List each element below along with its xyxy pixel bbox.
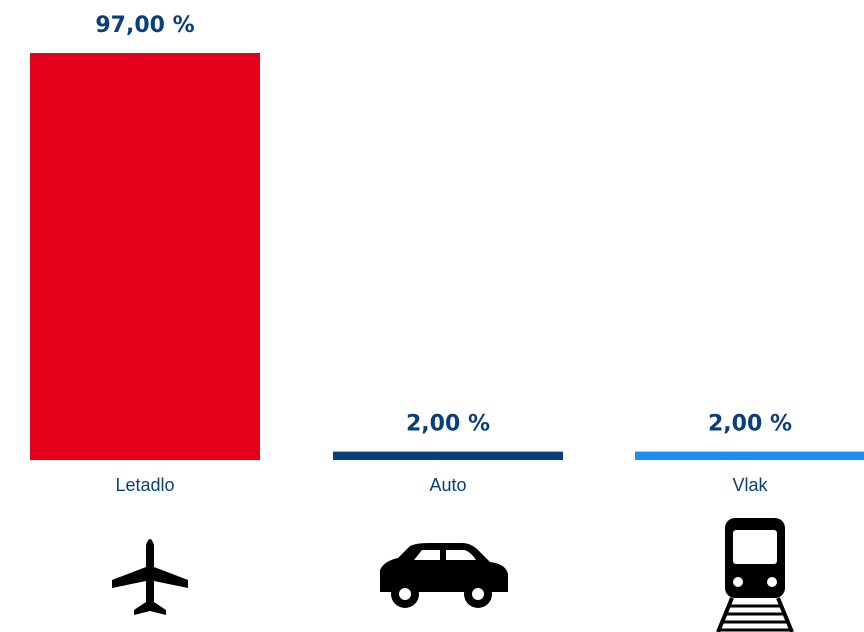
bar (333, 451, 563, 460)
category-label: Auto (429, 475, 466, 495)
value-label: 2,00 % (406, 412, 490, 437)
bar (30, 53, 260, 460)
value-label: 97,00 % (95, 13, 194, 38)
car-icon (380, 543, 508, 608)
plane-icon (112, 539, 188, 615)
category-label: Vlak (732, 475, 768, 495)
train-icon (716, 518, 794, 632)
value-label: 2,00 % (708, 412, 792, 437)
bar (635, 451, 864, 460)
category-label: Letadlo (115, 475, 174, 495)
